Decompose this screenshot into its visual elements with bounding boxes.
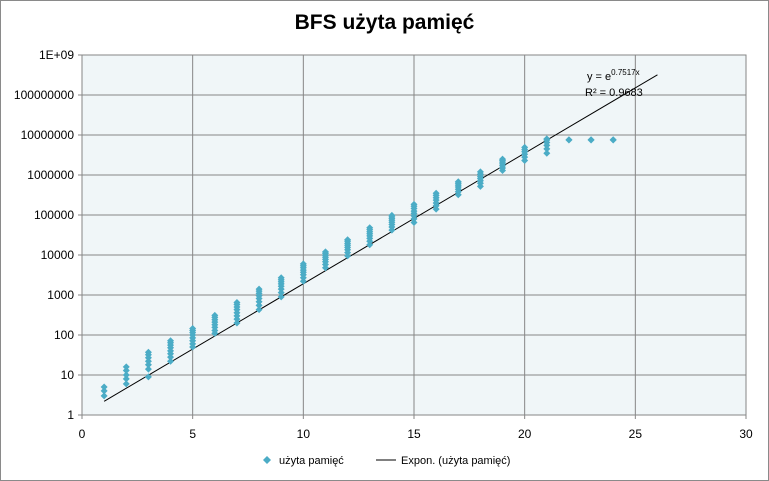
data-point [233,319,241,327]
x-tick-label: 5 [189,427,196,441]
y-tick-label: 100 [54,328,74,342]
data-point [211,311,219,319]
trendline-layer [103,74,658,402]
equation-prefix: y = e [587,71,611,83]
data-point [100,383,108,391]
x-tick-label: 15 [407,427,421,441]
y-tick-label: 100000 [34,208,74,222]
data-point [255,301,263,309]
data-point [499,155,507,163]
data-point [543,135,551,143]
data-point [233,298,241,306]
data-point [255,285,263,293]
data-point [299,260,307,268]
data-point [454,178,462,186]
y-tick-label: 10 [61,368,75,382]
x-tick-label: 25 [629,427,643,441]
data-point [144,357,152,365]
chart-title: BFS użyta pamięć [294,11,475,34]
legend-label-trendline: Expon. (użyta pamięć) [401,455,510,467]
data-point [321,248,329,256]
trendline-equation: y = e0.7517x [587,68,640,83]
data-point [344,236,352,244]
data-point [144,373,152,381]
data-point [565,136,573,144]
y-tick-label: 100000000 [14,88,74,102]
x-tick-label: 30 [739,427,753,441]
x-tick-label: 20 [518,427,532,441]
x-tick-label: 0 [79,427,86,441]
y-tick-label: 1E+09 [39,48,74,62]
data-point [100,387,108,395]
y-tick-label: 1000 [47,288,74,302]
data-point [543,149,551,157]
data-point [100,392,108,400]
legend: użyta pamięć Expon. (użyta pamięć) [263,455,510,467]
data-point [122,380,130,388]
y-tick-label: 1 [67,408,74,422]
data-points [100,135,617,400]
data-point [167,337,175,345]
data-point [122,371,130,379]
legend-marker-diamond [263,456,271,464]
data-point [388,211,396,219]
data-point [366,224,374,232]
r-squared-label: R² = 0.9683 [585,87,643,99]
equation-exponent: 0.7517x [611,68,639,77]
y-tick-label: 10000000 [21,128,75,142]
y-tick-label: 1000000 [27,168,74,182]
data-point [587,136,595,144]
data-point [122,375,130,383]
data-point [609,136,617,144]
data-point [167,357,175,365]
data-point [255,306,263,314]
data-point [144,365,152,373]
data-point [277,293,285,301]
data-point [432,189,440,197]
data-point [144,348,152,356]
data-point [299,277,307,285]
trendline [103,74,658,402]
data-point [122,363,130,371]
data-point [277,274,285,282]
data-point [122,366,130,374]
x-tick-label: 10 [297,427,311,441]
data-point [410,200,418,208]
data-point [476,168,484,176]
y-tick-label: 10000 [41,248,75,262]
data-point [410,218,418,226]
tick-labels: 1101001000100001000001000000100000001000… [14,48,753,441]
legend-label-data-series: użyta pamięć [279,455,344,467]
data-point [189,325,197,333]
data-point [521,143,529,151]
